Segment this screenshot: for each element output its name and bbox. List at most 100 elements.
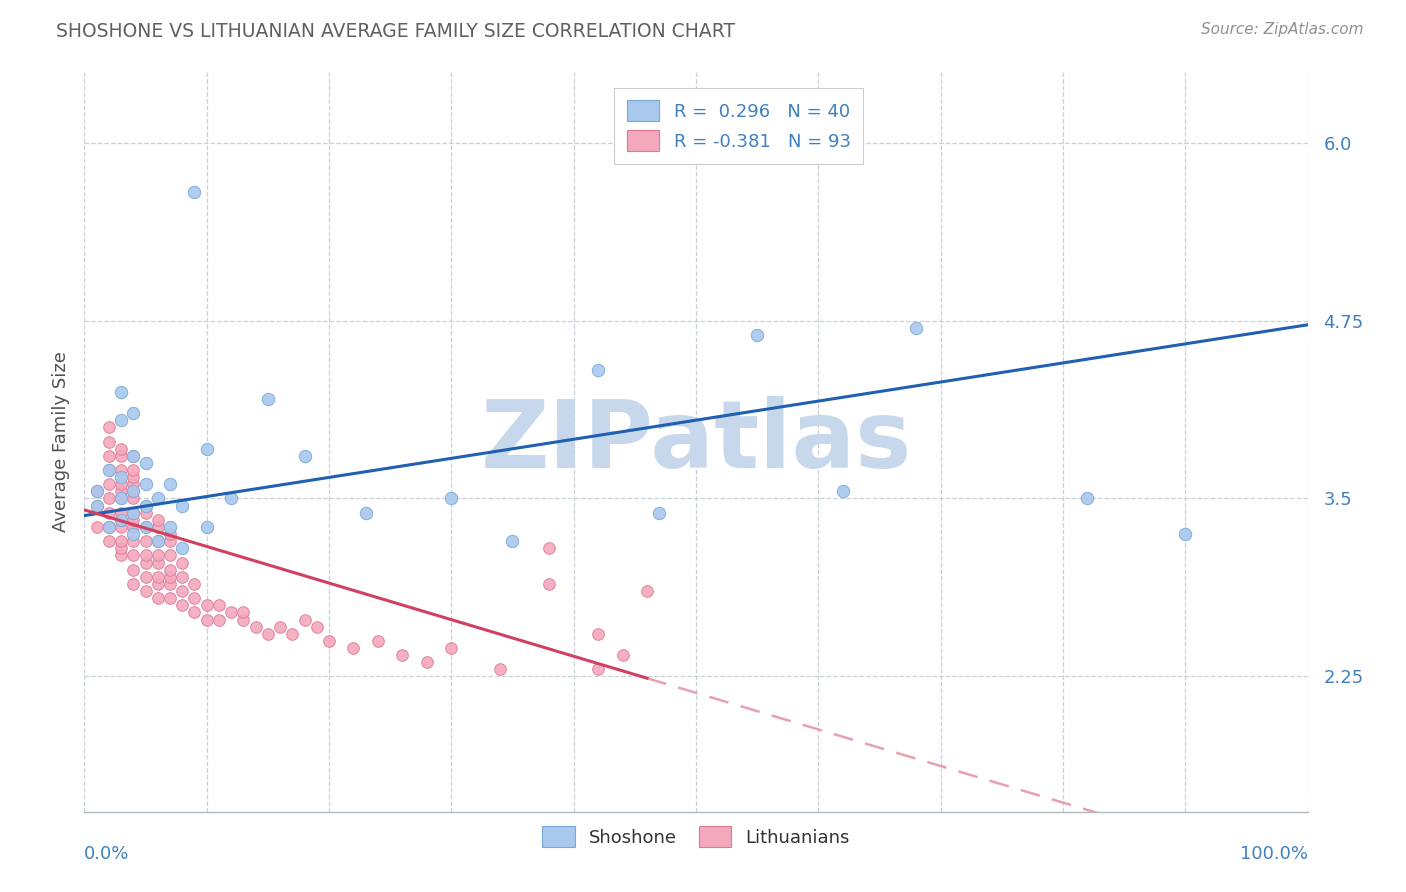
Point bbox=[110, 470, 132, 484]
Point bbox=[342, 640, 364, 655]
Point bbox=[208, 613, 231, 627]
Point bbox=[135, 534, 157, 549]
Point bbox=[110, 491, 132, 506]
Point bbox=[159, 527, 181, 541]
Point bbox=[97, 463, 120, 477]
Point bbox=[747, 327, 769, 342]
Point bbox=[86, 484, 108, 499]
Y-axis label: Average Family Size: Average Family Size bbox=[52, 351, 70, 532]
Point bbox=[219, 606, 242, 620]
Point bbox=[110, 506, 132, 520]
Point bbox=[110, 449, 132, 463]
Point bbox=[391, 648, 413, 662]
Point bbox=[146, 491, 169, 506]
Point bbox=[538, 577, 561, 591]
Point bbox=[122, 449, 145, 463]
Point bbox=[195, 520, 218, 534]
Text: ZIPatlas: ZIPatlas bbox=[481, 395, 911, 488]
Point bbox=[159, 549, 181, 563]
Point bbox=[305, 619, 328, 633]
Point bbox=[135, 520, 157, 534]
Point bbox=[146, 549, 169, 563]
Point bbox=[110, 463, 132, 477]
Point bbox=[122, 577, 145, 591]
Point bbox=[146, 534, 169, 549]
Point bbox=[294, 449, 316, 463]
Point bbox=[135, 456, 157, 470]
Point bbox=[97, 520, 120, 534]
Point bbox=[269, 619, 291, 633]
Point bbox=[135, 556, 157, 570]
Point bbox=[97, 449, 120, 463]
Point bbox=[122, 527, 145, 541]
Point bbox=[86, 484, 108, 499]
Point bbox=[586, 662, 609, 676]
Point bbox=[146, 591, 169, 606]
Point bbox=[97, 477, 120, 491]
Point bbox=[146, 556, 169, 570]
Point bbox=[135, 584, 157, 599]
Point bbox=[97, 420, 120, 434]
Point bbox=[586, 363, 609, 377]
Point bbox=[122, 449, 145, 463]
Point bbox=[86, 520, 108, 534]
Point bbox=[110, 477, 132, 491]
Point bbox=[110, 513, 132, 527]
Point bbox=[219, 491, 242, 506]
Point bbox=[172, 599, 194, 613]
Point bbox=[97, 520, 120, 534]
Point bbox=[135, 520, 157, 534]
Point bbox=[183, 577, 205, 591]
Point bbox=[122, 534, 145, 549]
Point bbox=[97, 463, 120, 477]
Point bbox=[135, 549, 157, 563]
Point bbox=[440, 491, 463, 506]
Point bbox=[208, 599, 231, 613]
Point bbox=[172, 584, 194, 599]
Point bbox=[195, 613, 218, 627]
Point bbox=[122, 506, 145, 520]
Point bbox=[195, 442, 218, 456]
Legend: Shoshone, Lithuanians: Shoshone, Lithuanians bbox=[534, 819, 858, 855]
Point bbox=[122, 491, 145, 506]
Point bbox=[110, 520, 132, 534]
Point bbox=[122, 506, 145, 520]
Point bbox=[122, 484, 145, 499]
Point bbox=[281, 626, 304, 640]
Point bbox=[1174, 527, 1197, 541]
Point bbox=[318, 633, 340, 648]
Point bbox=[122, 470, 145, 484]
Point bbox=[122, 513, 145, 527]
Point bbox=[146, 570, 169, 584]
Point bbox=[122, 520, 145, 534]
Point bbox=[122, 549, 145, 563]
Point bbox=[367, 633, 389, 648]
Point bbox=[172, 570, 194, 584]
Point bbox=[159, 477, 181, 491]
Point bbox=[354, 506, 377, 520]
Point bbox=[97, 506, 120, 520]
Point bbox=[245, 619, 267, 633]
Point bbox=[195, 599, 218, 613]
Point bbox=[122, 406, 145, 420]
Point bbox=[135, 506, 157, 520]
Point bbox=[122, 477, 145, 491]
Point bbox=[110, 549, 132, 563]
Point bbox=[636, 584, 658, 599]
Point bbox=[502, 534, 524, 549]
Point bbox=[159, 563, 181, 577]
Point bbox=[110, 484, 132, 499]
Point bbox=[612, 648, 634, 662]
Point bbox=[257, 626, 280, 640]
Text: SHOSHONE VS LITHUANIAN AVERAGE FAMILY SIZE CORRELATION CHART: SHOSHONE VS LITHUANIAN AVERAGE FAMILY SI… bbox=[56, 22, 735, 41]
Point bbox=[122, 563, 145, 577]
Point bbox=[183, 606, 205, 620]
Point bbox=[110, 541, 132, 556]
Point bbox=[159, 534, 181, 549]
Point bbox=[135, 499, 157, 513]
Point bbox=[97, 491, 120, 506]
Point bbox=[586, 626, 609, 640]
Point bbox=[122, 463, 145, 477]
Point bbox=[159, 577, 181, 591]
Point bbox=[183, 186, 205, 200]
